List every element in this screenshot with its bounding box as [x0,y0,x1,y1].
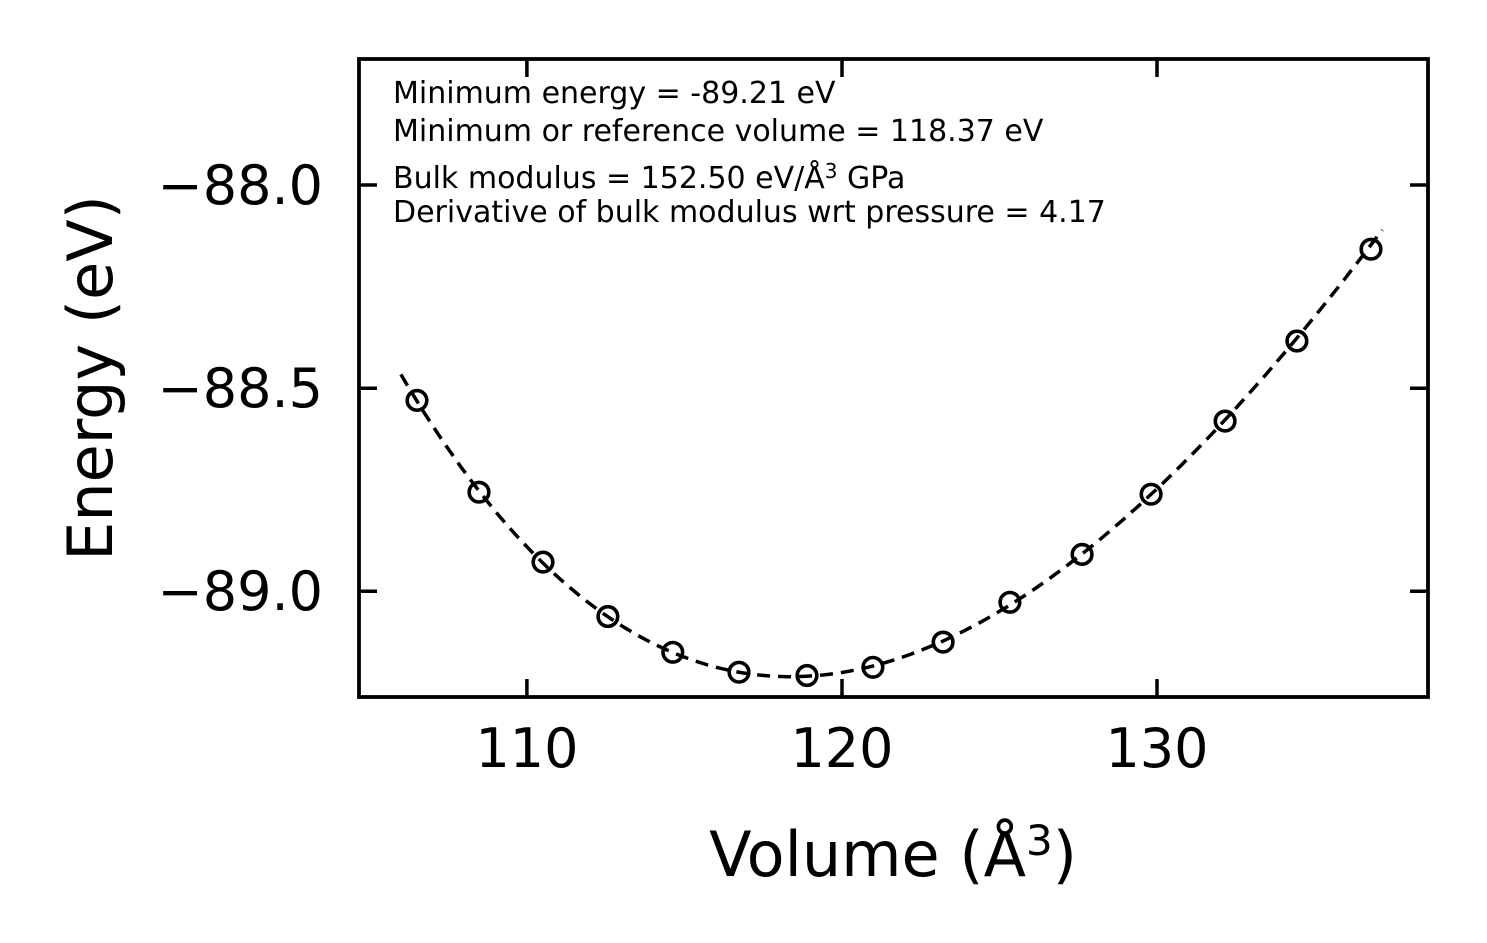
data-point-marker [998,590,1022,614]
data-point-marker [531,550,555,574]
annotation-bulk-modulus-text: Bulk modulus = 152.50 eV/Å [393,161,825,196]
y-tick-label: −88.0 [157,154,323,217]
x-axis-label-superscript: 3 [1025,816,1053,865]
y-tick-label: −88.5 [157,357,323,420]
x-axis-label-closing-paren: ) [1052,818,1077,891]
data-point-marker [795,663,819,688]
axes-frame [357,57,1430,699]
annotation-reference-volume: Minimum or reference volume = 118.37 eV [393,114,1044,149]
data-point-marker [1070,542,1094,567]
annotation-bulk-modulus-unit: GPa [837,161,906,196]
data-point-marker [661,640,685,664]
x-tick-label: 120 [790,717,894,780]
y-tick-label: −89.0 [157,560,323,623]
x-tick-label: 110 [475,717,579,780]
annotation-minimum-energy: Minimum energy = -89.21 eV [393,76,836,111]
data-point-marker [596,604,620,629]
x-axis-label: Volume (Å3) [593,820,1193,886]
annotation-bulk-modulus: Bulk modulus = 152.50 eV/Å3 GPa [393,161,905,194]
annotation-bulk-modulus-derivative: Derivative of bulk modulus wrt pressure … [393,195,1106,230]
data-point-marker [1213,409,1237,433]
data-point-marker [1285,329,1309,353]
data-point-marker [467,480,491,504]
data-point-marker [1359,237,1383,261]
data-point-marker [931,630,955,654]
x-tick-label: 130 [1105,717,1209,780]
data-point-marker [405,388,429,413]
annotation-bulk-modulus-superscript: 3 [824,159,838,183]
data-point-marker [1139,482,1163,506]
data-point-marker [727,660,751,684]
data-point-marker [861,655,885,679]
x-axis-label-text: Volume (Å [709,818,1026,891]
eos-fit-curve [399,228,1384,679]
